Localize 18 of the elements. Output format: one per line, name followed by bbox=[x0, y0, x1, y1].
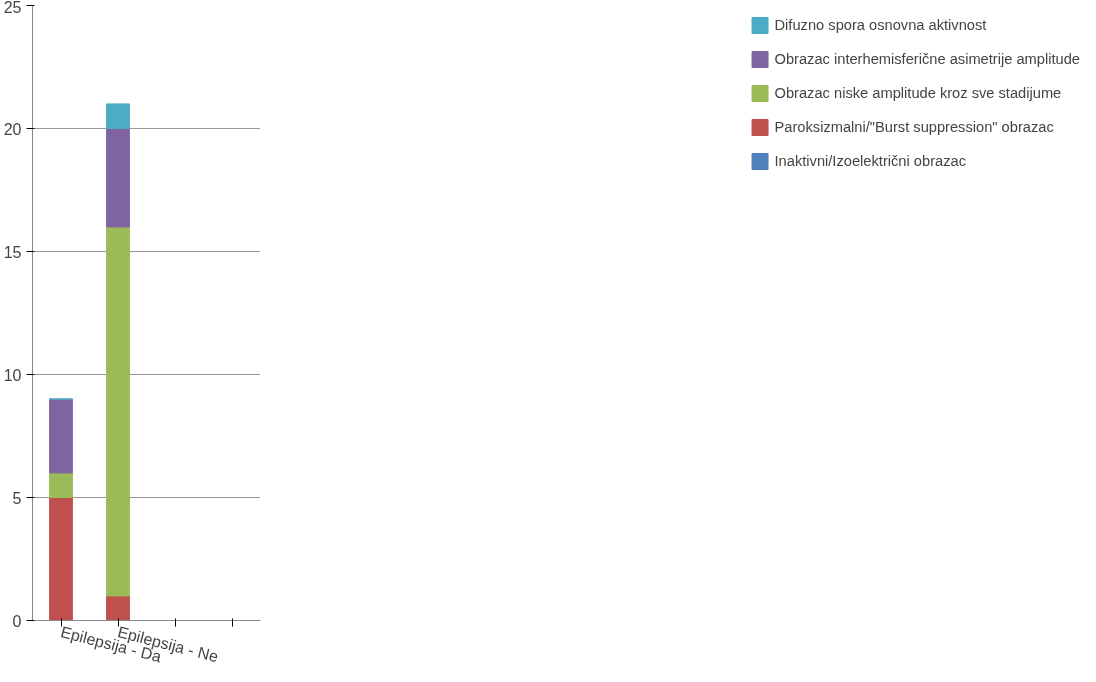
y-tick-label: 25 bbox=[3, 0, 22, 16]
legend-label: Obrazac niske amplitude kroz sve stadijume bbox=[774, 85, 1062, 101]
bar bbox=[106, 226, 130, 597]
y-tick-label: 5 bbox=[12, 489, 22, 507]
y-tick-label: 10 bbox=[3, 366, 22, 384]
legend-label: Difuzno spora osnovna aktivnost bbox=[774, 17, 987, 33]
bar bbox=[106, 128, 130, 228]
bar bbox=[106, 595, 130, 621]
y-tick-label: 15 bbox=[3, 243, 22, 261]
bar bbox=[106, 103, 130, 129]
bar bbox=[49, 472, 73, 498]
legend-label: Obrazac interhemisferične asimetrije amplitude bbox=[774, 51, 1080, 67]
bar bbox=[49, 398, 73, 474]
y-tick-label: 20 bbox=[3, 120, 22, 138]
legend-label: Paroksizmalni/"Burst suppression" obrazac bbox=[774, 119, 1054, 135]
legend-label: Inaktivni/Izoelektrični obrazac bbox=[774, 153, 966, 169]
bar bbox=[49, 497, 73, 621]
y-tick-label: 0 bbox=[12, 612, 22, 630]
